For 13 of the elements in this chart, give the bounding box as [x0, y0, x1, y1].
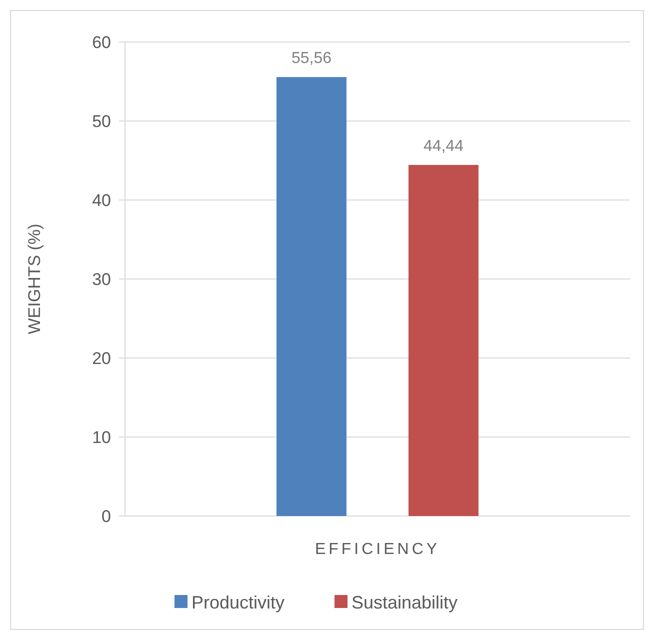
y-tick-label: 30 — [92, 270, 111, 289]
y-tick-label: 0 — [102, 506, 111, 526]
legend-label: Sustainability — [352, 592, 458, 612]
y-tick-label: 20 — [92, 348, 111, 368]
y-tick-label: 50 — [92, 112, 111, 131]
y-axis-title: WEIGHTS (%) — [25, 224, 44, 334]
data-label: 55,56 — [291, 50, 332, 68]
y-tick-label: 10 — [92, 428, 111, 447]
y-tick-label: 60 — [92, 32, 111, 52]
data-label: 44,44 — [423, 138, 464, 155]
y-tick-label: 40 — [92, 190, 111, 210]
x-tick-label: EFFICIENCY — [314, 541, 440, 558]
legend-label: Productivity — [192, 592, 285, 612]
